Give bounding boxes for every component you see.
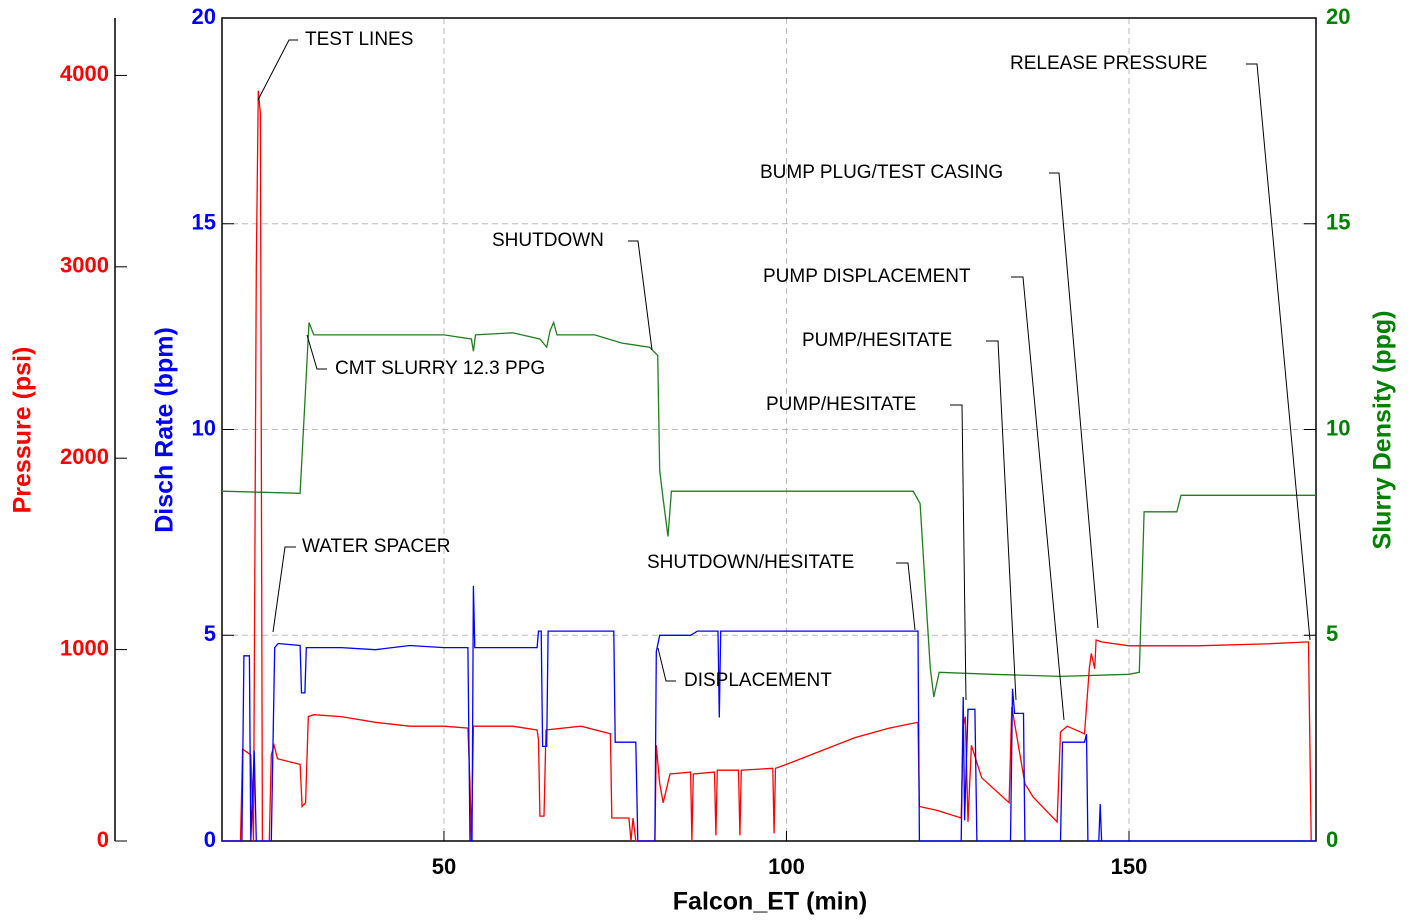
annotation: SHUTDOWN xyxy=(492,230,604,251)
annotation-leader xyxy=(657,647,676,682)
annotation: PUMP DISPLACEMENT xyxy=(763,266,971,287)
y3-axis-label: Slurry Density (ppg) xyxy=(1369,311,1397,550)
annotation: PUMP/HESITATE xyxy=(766,394,916,415)
y3-tick-label: 0 xyxy=(1326,827,1338,852)
data-line xyxy=(222,585,1316,842)
annotation-leader xyxy=(272,546,296,633)
annotation-leader xyxy=(986,340,1017,701)
data-line xyxy=(222,90,1312,842)
annotation: DISPLACEMENT xyxy=(684,670,832,691)
y-tick-label: 4000 xyxy=(60,61,109,86)
annotation: TEST LINES xyxy=(305,29,413,50)
annotation-leader xyxy=(1011,276,1065,721)
y3-tick-label: 15 xyxy=(1326,210,1350,235)
y3-tick-label: 10 xyxy=(1326,415,1350,440)
x-axis-label: Falcon_ET (min) xyxy=(673,888,867,916)
annotation-leader xyxy=(896,562,916,631)
annotation: SHUTDOWN/HESITATE xyxy=(647,552,854,573)
x-tick-label: 150 xyxy=(1111,854,1148,879)
y-tick-label: 1000 xyxy=(60,635,109,660)
x-tick-label: 50 xyxy=(432,854,456,879)
annotation-leader xyxy=(306,334,327,370)
annotation: WATER SPACER xyxy=(302,536,451,557)
annotation: RELEASE PRESSURE xyxy=(1010,53,1207,74)
y-axis-label: Pressure (psi) xyxy=(9,347,37,514)
y2-tick-label: 10 xyxy=(192,415,216,440)
annotation: PUMP/HESITATE xyxy=(802,330,952,351)
y-tick-label: 3000 xyxy=(60,253,109,278)
annotation: BUMP PLUG/TEST CASING xyxy=(760,162,1003,183)
y-tick-label: 0 xyxy=(97,827,109,852)
y2-tick-label: 20 xyxy=(192,4,216,29)
y3-tick-label: 20 xyxy=(1326,4,1350,29)
y2-axis-label: Disch Rate (bpm) xyxy=(151,327,179,533)
annotation-leader xyxy=(257,39,298,101)
y2-tick-label: 5 xyxy=(204,621,216,646)
annotation-leader xyxy=(1049,172,1099,629)
annotation: CMT SLURRY 12.3 PPG xyxy=(335,358,545,379)
annotation-leader xyxy=(628,240,653,351)
annotation-leader xyxy=(1246,63,1311,641)
y2-tick-label: 0 xyxy=(204,827,216,852)
y-tick-label: 2000 xyxy=(60,444,109,469)
data-line xyxy=(221,320,1316,698)
y3-tick-label: 5 xyxy=(1326,621,1338,646)
x-tick-label: 100 xyxy=(768,854,805,879)
y2-tick-label: 15 xyxy=(192,210,216,235)
annotation-leader xyxy=(950,404,967,701)
